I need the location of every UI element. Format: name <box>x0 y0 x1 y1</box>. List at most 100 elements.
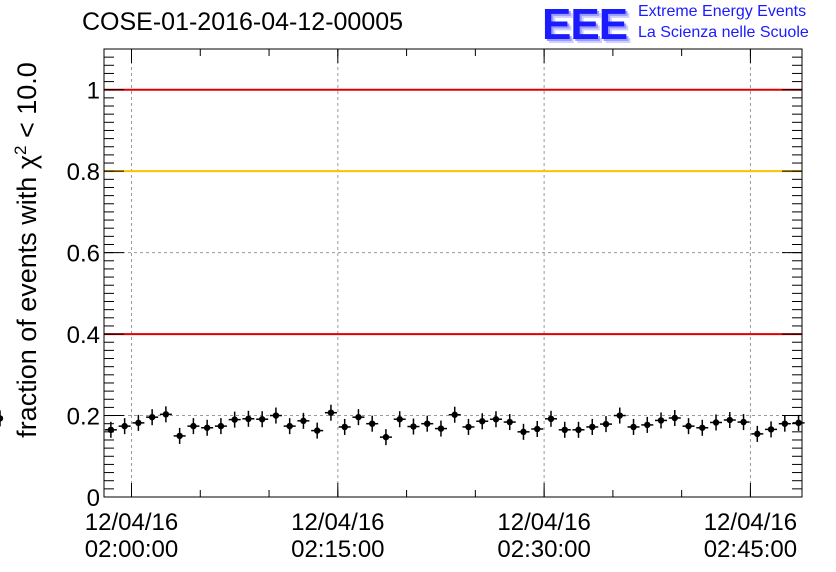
data-marker <box>396 416 403 423</box>
data-point <box>393 411 406 428</box>
data-marker <box>547 415 555 423</box>
data-marker <box>781 420 789 427</box>
data-marker <box>685 422 692 430</box>
data-marker <box>313 427 321 434</box>
data-point <box>448 406 461 423</box>
data-point <box>173 427 186 444</box>
data-marker <box>148 413 156 421</box>
y-tick-label: 0 <box>87 485 100 512</box>
data-point <box>201 419 214 436</box>
data-marker <box>644 421 651 429</box>
chart-title: COSE-01-2016-04-12-00005 <box>82 8 404 36</box>
data-marker <box>726 416 733 424</box>
x-tick-time-label: 02:30:00 <box>497 536 590 563</box>
data-point <box>297 412 310 429</box>
y-tick-label: 0.8 <box>67 159 100 186</box>
data-marker <box>410 423 417 430</box>
data-point <box>352 409 365 426</box>
data-marker <box>630 423 637 431</box>
data-marker <box>616 412 623 419</box>
data-points <box>0 404 805 446</box>
data-point <box>324 404 337 421</box>
data-marker <box>657 417 665 424</box>
data-marker <box>740 418 747 426</box>
data-point <box>159 406 172 423</box>
data-marker <box>767 426 775 433</box>
data-point <box>187 418 200 435</box>
data-marker <box>575 426 582 433</box>
data-point <box>256 411 269 428</box>
data-marker <box>492 416 500 423</box>
data-point <box>517 423 530 440</box>
data-point <box>792 414 805 431</box>
y-tick-label: 1 <box>87 78 100 105</box>
data-marker <box>341 423 348 431</box>
data-point <box>682 418 695 435</box>
data-marker <box>671 414 678 422</box>
data-point <box>0 410 4 427</box>
data-marker <box>355 413 362 421</box>
data-point <box>269 407 282 424</box>
data-point <box>641 416 654 433</box>
data-marker <box>699 424 706 431</box>
data-point <box>627 418 640 435</box>
data-point <box>242 410 255 427</box>
data-marker <box>451 411 458 418</box>
x-tick-date-label: 12/04/16 <box>704 509 797 536</box>
data-point <box>476 413 489 430</box>
data-point <box>132 414 145 431</box>
data-point <box>613 407 626 424</box>
data-point <box>489 411 502 428</box>
data-point <box>586 418 599 435</box>
data-point <box>572 421 585 438</box>
data-point <box>696 419 709 436</box>
y-tick-label: 0.4 <box>67 322 100 349</box>
data-marker <box>602 420 610 428</box>
data-marker <box>561 426 568 433</box>
data-point <box>531 420 544 437</box>
data-marker <box>162 411 170 418</box>
data-point <box>421 415 434 432</box>
data-point <box>311 422 324 439</box>
data-marker <box>424 420 431 427</box>
plot-frame <box>103 48 803 498</box>
data-point <box>544 410 557 427</box>
x-tick-time-label: 02:00:00 <box>85 536 178 563</box>
logo-text-line1: Extreme Energy Events <box>638 3 807 20</box>
logo-text-line2: La Scienza nelle Scuole <box>638 24 809 41</box>
y-tick-label: 0.2 <box>67 404 100 431</box>
data-marker <box>327 409 335 416</box>
data-marker <box>286 422 293 430</box>
data-marker <box>0 415 4 422</box>
data-point <box>366 415 379 432</box>
data-point <box>600 416 613 433</box>
data-point <box>668 409 681 426</box>
data-point <box>118 418 131 435</box>
data-point <box>778 415 791 432</box>
data-point <box>558 421 571 438</box>
data-marker <box>506 418 513 426</box>
data-point <box>283 418 296 435</box>
data-point <box>338 418 351 435</box>
data-marker <box>465 423 472 431</box>
data-point <box>710 414 723 431</box>
data-point <box>146 409 159 426</box>
data-point <box>214 418 227 435</box>
data-marker <box>437 425 445 432</box>
data-marker <box>534 425 541 433</box>
data-marker <box>272 412 280 419</box>
x-tick-time-label: 02:15:00 <box>291 536 384 563</box>
x-tick-date-label: 12/04/16 <box>291 509 384 536</box>
data-marker <box>190 422 197 430</box>
data-marker <box>479 418 486 425</box>
y-tick-label: 0.6 <box>67 241 100 268</box>
data-marker <box>135 419 142 427</box>
data-point <box>379 429 392 446</box>
x-tick-date-label: 12/04/16 <box>85 509 178 536</box>
data-point <box>655 412 668 429</box>
data-point <box>434 420 447 437</box>
data-point <box>407 418 420 435</box>
data-marker <box>121 422 128 430</box>
data-marker <box>368 420 376 427</box>
